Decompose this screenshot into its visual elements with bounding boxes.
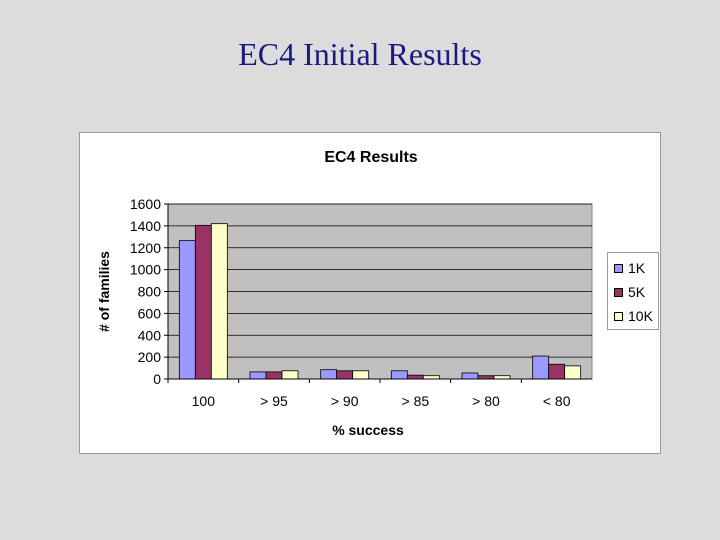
y-tick-label: 0	[153, 371, 161, 387]
x-tick-label: < 80	[543, 393, 571, 409]
y-tick-label: 200	[138, 349, 162, 365]
chart-svg: 0 200 400 600 800 1000 1200 1400 1600 100 > 95 > 90…	[96, 149, 593, 438]
legend-item: 1K	[614, 260, 645, 276]
x-axis-label: % success	[332, 422, 404, 438]
bar-1k-3	[390, 370, 408, 380]
bar-1k-0	[178, 240, 196, 380]
bar-10k-2	[352, 370, 370, 380]
legend-swatch	[614, 263, 623, 273]
legend-item: 10K	[614, 308, 653, 324]
y-tick-label: 1400	[130, 218, 161, 234]
bar-1k-1	[249, 371, 267, 380]
bar-5k-0	[194, 224, 212, 380]
legend-label: 10K	[628, 308, 653, 324]
y-tick-label: 800	[138, 284, 162, 300]
legend-label: 5K	[628, 284, 646, 300]
y-tick-label: 1200	[130, 240, 161, 256]
x-tick-label: > 80	[472, 393, 500, 409]
legend-swatch	[614, 311, 623, 321]
chart-area: 0 200 400 600 800 1000 1200 1400 1600 100 > 95 > 90…	[79, 132, 661, 454]
x-tick-label: > 90	[331, 393, 359, 409]
bar-10k-5	[564, 365, 582, 380]
y-axis-label: # of families	[96, 251, 112, 332]
legend-label: 1K	[628, 260, 646, 276]
bar-10k-1	[281, 370, 299, 380]
chart-legend: 1K 5K 10K	[607, 252, 659, 330]
bar-1k-5	[532, 355, 550, 380]
slide-title: EC4 Initial Results	[238, 36, 482, 72]
bar-5k-2	[336, 370, 354, 380]
bar-5k-1	[265, 371, 283, 380]
legend-item: 5K	[614, 284, 645, 300]
x-tick-label: 100	[192, 393, 216, 409]
x-tick-label: > 95	[260, 393, 288, 409]
y-tick-label: 400	[138, 327, 162, 343]
y-tick-label: 600	[138, 305, 162, 321]
chart-title: EC4 Results	[324, 149, 417, 166]
bar-1k-4	[461, 372, 479, 380]
x-tick-label: > 85	[402, 393, 430, 409]
bar-5k-3	[406, 374, 424, 380]
legend-swatch	[614, 287, 623, 297]
bar-5k-5	[548, 363, 566, 380]
y-tick-label: 1000	[130, 262, 161, 278]
bar-10k-0	[210, 223, 228, 380]
bar-1k-2	[320, 369, 338, 380]
y-tick-label: 1600	[130, 196, 161, 212]
